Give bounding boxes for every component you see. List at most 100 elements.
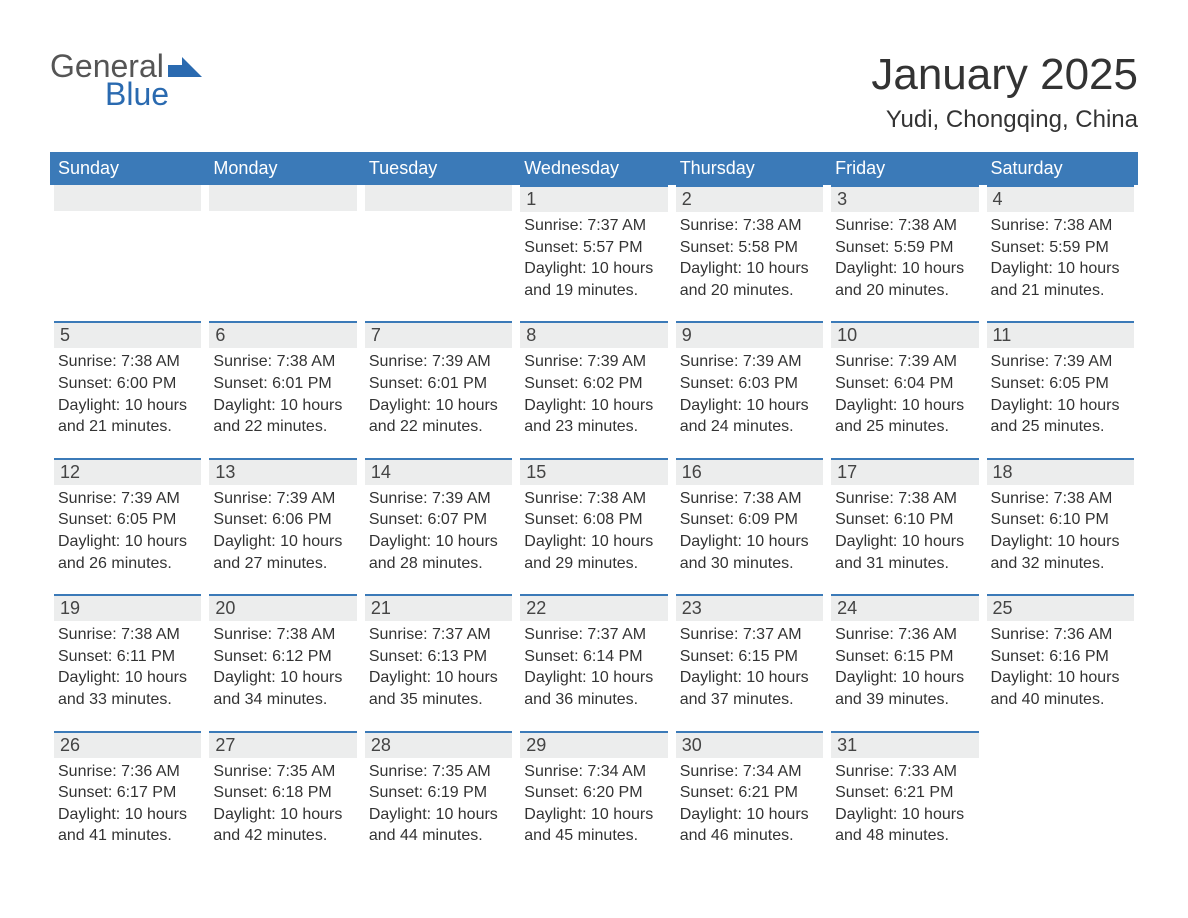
day-cell: 5Sunrise: 7:38 AMSunset: 6:00 PMDaylight… [50,321,205,449]
day-number: 15 [520,458,667,485]
sunrise-text: Sunrise: 7:37 AM [369,624,508,646]
day-details: Sunrise: 7:35 AMSunset: 6:19 PMDaylight:… [365,761,512,847]
d2-text: and 42 minutes. [213,825,352,847]
sunset-text: Sunset: 6:09 PM [680,509,819,531]
day-details: Sunrise: 7:38 AMSunset: 5:59 PMDaylight:… [987,215,1134,301]
sunset-text: Sunset: 5:58 PM [680,237,819,259]
d2-text: and 30 minutes. [680,553,819,575]
d2-text: and 40 minutes. [991,689,1130,711]
d1-text: Daylight: 10 hours [524,531,663,553]
day-number: 1 [520,185,667,212]
day-cell: 16Sunrise: 7:38 AMSunset: 6:09 PMDayligh… [672,458,827,586]
day-cell: 14Sunrise: 7:39 AMSunset: 6:07 PMDayligh… [361,458,516,586]
day-details: Sunrise: 7:34 AMSunset: 6:20 PMDaylight:… [520,761,667,847]
d1-text: Daylight: 10 hours [680,531,819,553]
d2-text: and 33 minutes. [58,689,197,711]
sunrise-text: Sunrise: 7:38 AM [58,624,197,646]
sunrise-text: Sunrise: 7:39 AM [524,351,663,373]
sunrise-text: Sunrise: 7:34 AM [680,761,819,783]
week-row: 12Sunrise: 7:39 AMSunset: 6:05 PMDayligh… [50,458,1138,586]
day-cell: 22Sunrise: 7:37 AMSunset: 6:14 PMDayligh… [516,594,671,722]
d2-text: and 27 minutes. [213,553,352,575]
week-row: 19Sunrise: 7:38 AMSunset: 6:11 PMDayligh… [50,594,1138,722]
d2-text: and 25 minutes. [835,416,974,438]
d1-text: Daylight: 10 hours [835,667,974,689]
weekday-friday: Friday [827,152,982,185]
sunset-text: Sunset: 6:05 PM [991,373,1130,395]
day-cell: 28 Sunrise: 7:35 AMSunset: 6:19 PMDayligh… [361,731,516,859]
d2-text: and 24 minutes. [680,416,819,438]
sunrise-text: Sunrise: 7:39 AM [369,488,508,510]
title-block: January 2025 Yudi, Chongqing, China [871,50,1138,134]
day-cell: 20Sunrise: 7:38 AMSunset: 6:12 PMDayligh… [205,594,360,722]
day-details: Sunrise: 7:37 AMSunset: 6:14 PMDaylight:… [520,624,667,710]
empty-day-bar [209,185,356,211]
month-title: January 2025 [871,50,1138,100]
week-row: 26Sunrise: 7:36 AMSunset: 6:17 PMDayligh… [50,731,1138,859]
day-cell: 3 Sunrise: 7:38 AMSunset: 5:59 PMDaylight… [827,185,982,313]
week-row: 1Sunrise: 7:37 AMSunset: 5:57 PMDaylight… [50,185,1138,313]
d1-text: Daylight: 10 hours [524,667,663,689]
day-details: Sunrise: 7:38 AMSunset: 5:59 PMDaylight:… [831,215,978,301]
sunset-text: Sunset: 5:57 PM [524,237,663,259]
d1-text: Daylight: 10 hours [369,804,508,826]
day-cell [361,185,516,313]
d2-text: and 44 minutes. [369,825,508,847]
day-cell: 17Sunrise: 7:38 AMSunset: 6:10 PMDayligh… [827,458,982,586]
d2-text: and 25 minutes. [991,416,1130,438]
day-cell: 30Sunrise: 7:34 AMSunset: 6:21 PMDayligh… [672,731,827,859]
day-cell: 21Sunrise: 7:37 AMSunset: 6:13 PMDayligh… [361,594,516,722]
weekday-tuesday: Tuesday [361,152,516,185]
sunrise-text: Sunrise: 7:37 AM [680,624,819,646]
d2-text: and 29 minutes. [524,553,663,575]
day-number: 2 [676,185,823,212]
d1-text: Daylight: 10 hours [991,667,1130,689]
d2-text: and 26 minutes. [58,553,197,575]
d1-text: Daylight: 10 hours [991,258,1130,280]
sunset-text: Sunset: 5:59 PM [991,237,1130,259]
day-number: 3 [831,185,978,212]
sunset-text: Sunset: 6:08 PM [524,509,663,531]
d1-text: Daylight: 10 hours [991,395,1130,417]
d2-text: and 22 minutes. [369,416,508,438]
weekday-header-row: SundayMondayTuesdayWednesdayThursdayFrid… [50,152,1138,185]
d1-text: Daylight: 10 hours [991,531,1130,553]
day-number: 28 [365,731,512,758]
sunrise-text: Sunrise: 7:36 AM [58,761,197,783]
d2-text: and 34 minutes. [213,689,352,711]
day-cell [205,185,360,313]
day-number: 18 [987,458,1134,485]
sunrise-text: Sunrise: 7:39 AM [991,351,1130,373]
day-details: Sunrise: 7:36 AMSunset: 6:16 PMDaylight:… [987,624,1134,710]
d1-text: Daylight: 10 hours [58,531,197,553]
day-details: Sunrise: 7:39 AMSunset: 6:04 PMDaylight:… [831,351,978,437]
day-cell: 2Sunrise: 7:38 AMSunset: 5:58 PMDaylight… [672,185,827,313]
day-details: Sunrise: 7:39 AMSunset: 6:05 PMDaylight:… [987,351,1134,437]
day-cell: 15Sunrise: 7:38 AMSunset: 6:08 PMDayligh… [516,458,671,586]
day-details: Sunrise: 7:39 AMSunset: 6:01 PMDaylight:… [365,351,512,437]
d2-text: and 19 minutes. [524,280,663,302]
day-number: 24 [831,594,978,621]
d2-text: and 39 minutes. [835,689,974,711]
d2-text: and 20 minutes. [835,280,974,302]
d2-text: and 28 minutes. [369,553,508,575]
day-cell: 4Sunrise: 7:38 AMSunset: 5:59 PMDaylight… [983,185,1138,313]
day-number: 7 [365,321,512,348]
day-cell: 9Sunrise: 7:39 AMSunset: 6:03 PMDaylight… [672,321,827,449]
sunset-text: Sunset: 6:12 PM [213,646,352,668]
sunset-text: Sunset: 6:15 PM [680,646,819,668]
d1-text: Daylight: 10 hours [58,804,197,826]
day-number: 31 [831,731,978,758]
day-number: 20 [209,594,356,621]
d1-text: Daylight: 10 hours [58,667,197,689]
day-cell [50,185,205,313]
sunrise-text: Sunrise: 7:38 AM [991,488,1130,510]
sunrise-text: Sunrise: 7:36 AM [991,624,1130,646]
sunset-text: Sunset: 6:00 PM [58,373,197,395]
day-cell: 29Sunrise: 7:34 AMSunset: 6:20 PMDayligh… [516,731,671,859]
sunset-text: Sunset: 6:07 PM [369,509,508,531]
day-details: Sunrise: 7:34 AMSunset: 6:21 PMDaylight:… [676,761,823,847]
d2-text: and 36 minutes. [524,689,663,711]
day-cell: 6Sunrise: 7:38 AMSunset: 6:01 PMDaylight… [205,321,360,449]
calendar-page: General Blue January 2025 Yudi, Chongqin… [0,0,1188,897]
